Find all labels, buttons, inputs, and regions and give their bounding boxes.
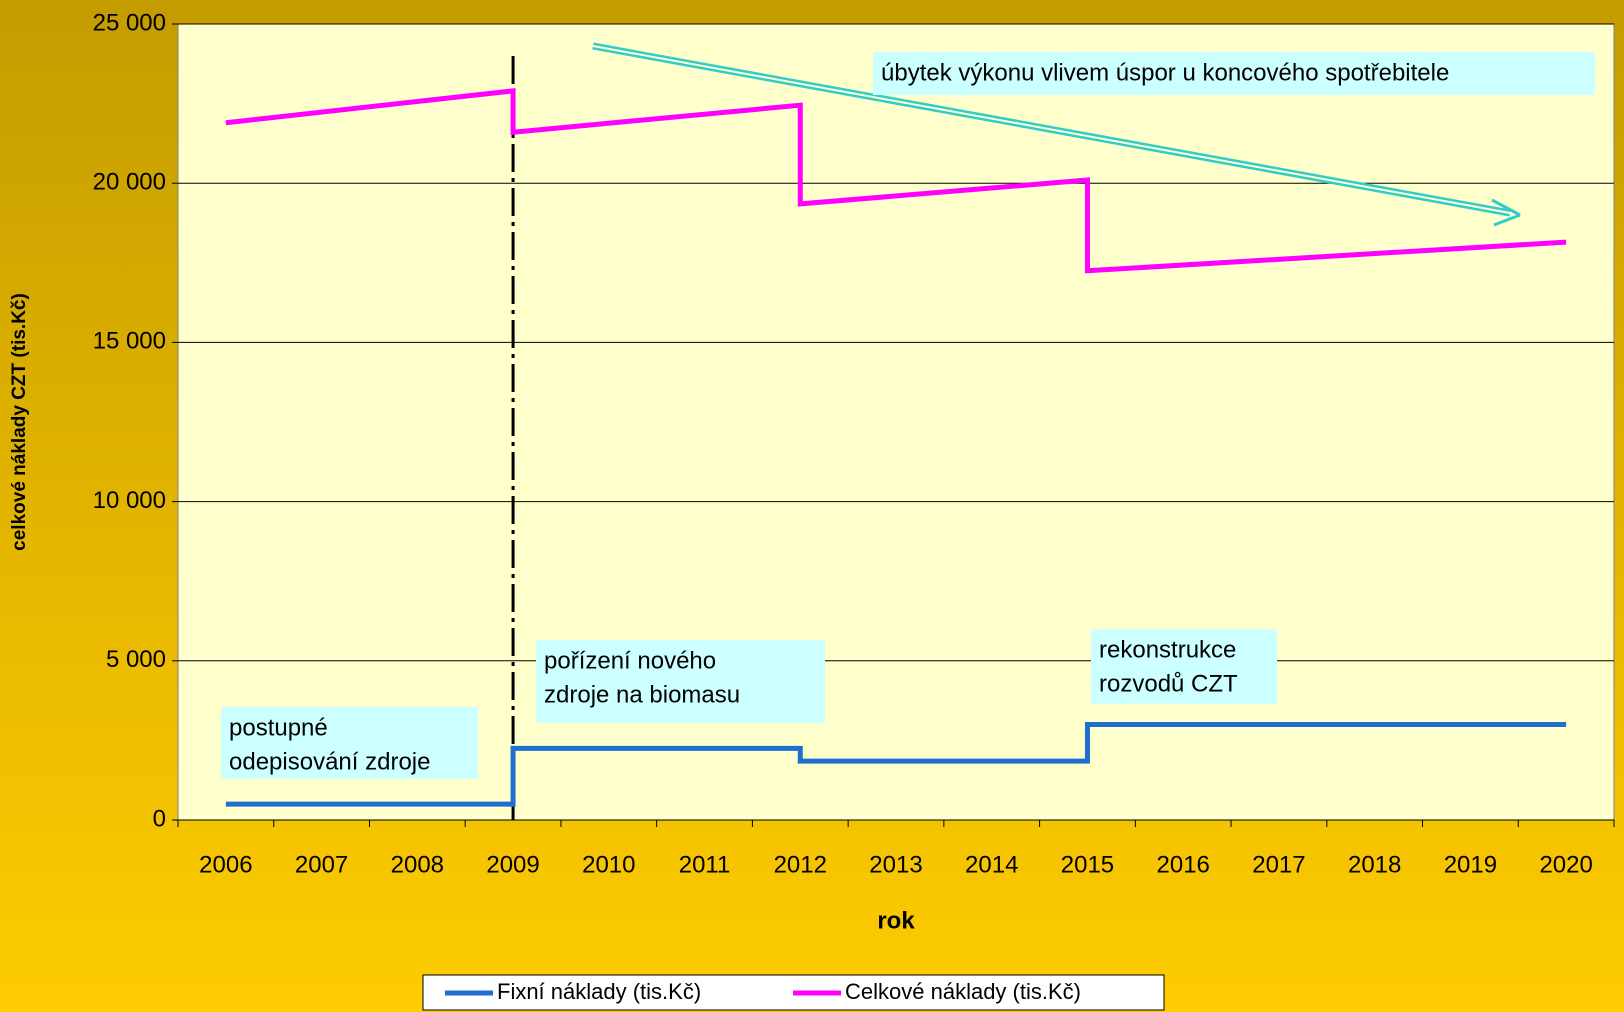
annotation-box [1091,629,1277,704]
annotation-box [536,640,825,723]
y-tick-label: 15 000 [93,328,166,355]
annotation-text: zdroje na biomasu [544,681,740,708]
x-tick-label: 2006 [199,851,252,878]
x-tick-label: 2012 [774,851,827,878]
y-tick-label: 10 000 [93,487,166,514]
x-tick-label: 2013 [869,851,922,878]
annotation-text: rekonstrukce [1099,636,1236,663]
y-tick-label: 5 000 [106,646,166,673]
annotation-text: úbytek výkonu vlivem úspor u koncového s… [881,59,1449,86]
annotation-text: odepisování zdroje [229,748,430,775]
x-tick-label: 2009 [486,851,539,878]
plot-area [177,23,1615,821]
y-tick-label: 0 [153,805,166,832]
annotation-text: pořízení nového [544,647,716,674]
annotation-text: postupné [229,714,328,741]
x-tick-label: 2007 [295,851,348,878]
annotation-box [873,52,1595,95]
series-line [225,721,1567,807]
annotation-text: rozvodů CZT [1099,670,1238,697]
legend-label: Fixní náklady (tis.Kč) [497,979,701,1004]
x-tick-label: 2017 [1252,851,1305,878]
x-tick-label: 2015 [1061,851,1114,878]
x-tick-label: 2020 [1539,851,1592,878]
y-axis-label: celkové náklady CZT (tis.Kč) [9,293,30,551]
x-tick-label: 2018 [1348,851,1401,878]
x-axis-label: rok [877,907,915,934]
y-tick-label: 25 000 [93,9,166,36]
annotation-box [221,707,478,779]
x-tick-label: 2019 [1444,851,1497,878]
x-tick-label: 2011 [679,851,731,878]
legend-label: Celkové náklady (tis.Kč) [845,979,1081,1004]
trend-arrow-head [1491,198,1521,227]
y-tick-label: 20 000 [93,169,166,196]
x-tick-label: 2010 [582,851,635,878]
x-tick-label: 2016 [1157,851,1210,878]
x-tick-label: 2014 [965,851,1018,878]
series-line [225,88,1567,274]
trend-arrow-inner [592,45,1511,214]
x-tick-label: 2008 [391,851,444,878]
